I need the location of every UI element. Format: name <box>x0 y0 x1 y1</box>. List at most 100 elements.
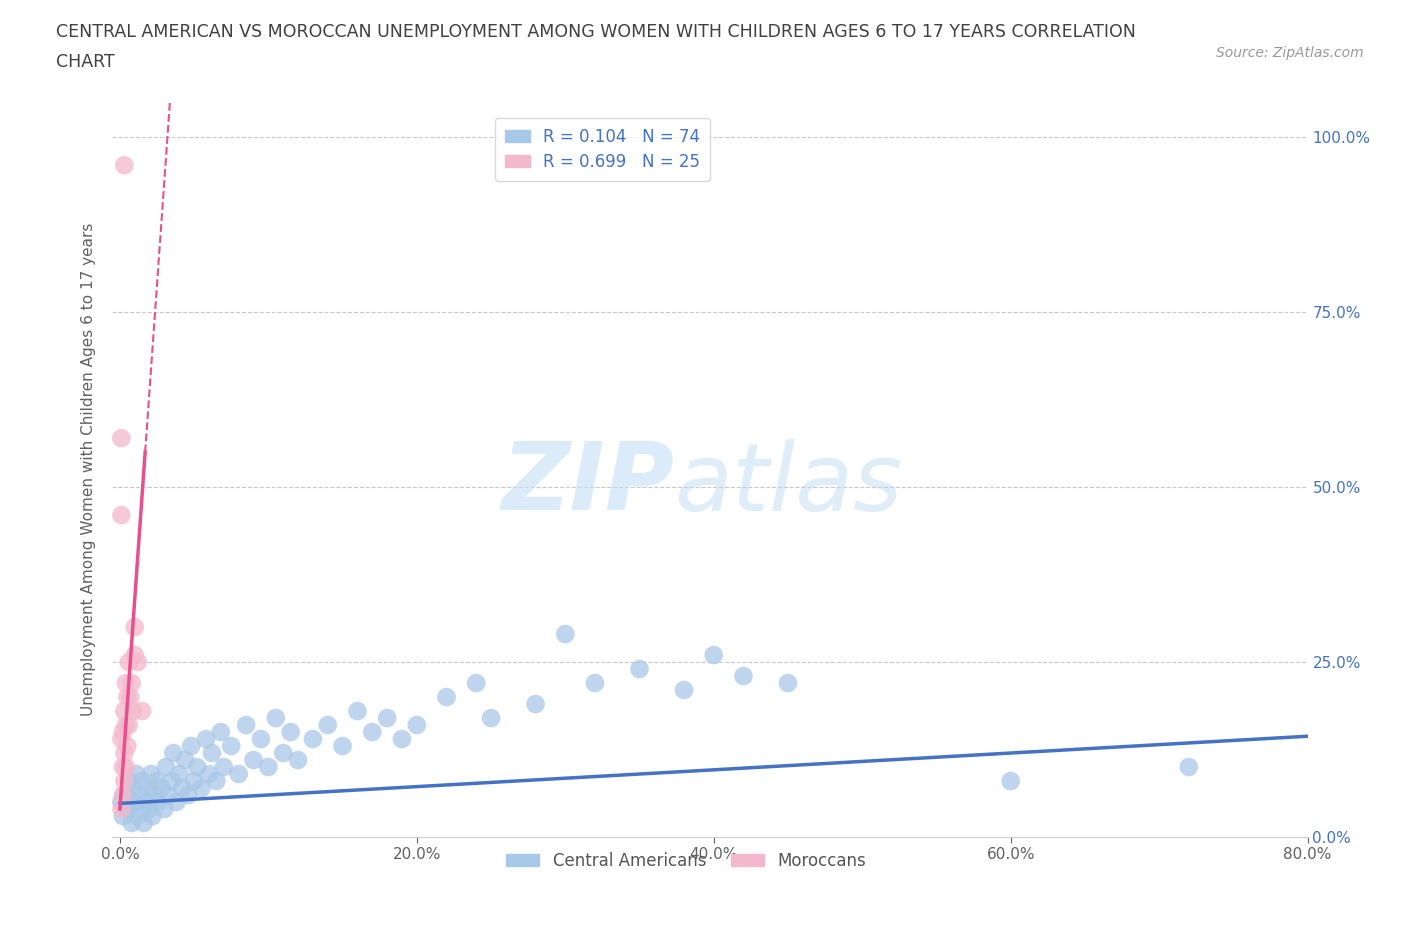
Point <box>1178 760 1201 775</box>
Point <box>190 780 212 795</box>
Point <box>142 808 165 823</box>
Point <box>115 760 138 775</box>
Point <box>148 794 170 809</box>
Point <box>219 738 242 753</box>
Point <box>128 788 150 803</box>
Point <box>135 794 157 809</box>
Point <box>628 661 651 676</box>
Point <box>250 732 273 747</box>
Point <box>110 794 132 809</box>
Point <box>112 704 135 719</box>
Point <box>201 746 224 761</box>
Point <box>554 627 576 642</box>
Point <box>131 774 153 789</box>
Point <box>302 732 325 747</box>
Point <box>124 647 146 662</box>
Text: CENTRAL AMERICAN VS MOROCCAN UNEMPLOYMENT AMONG WOMEN WITH CHILDREN AGES 6 TO 17: CENTRAL AMERICAN VS MOROCCAN UNEMPLOYMEN… <box>56 23 1136 41</box>
Point <box>117 802 139 817</box>
Point <box>235 718 257 733</box>
Point <box>127 655 149 670</box>
Point <box>198 766 221 781</box>
Point <box>111 724 134 739</box>
Point <box>391 732 413 747</box>
Point <box>111 788 134 803</box>
Point <box>112 746 135 761</box>
Point <box>271 746 294 761</box>
Text: CHART: CHART <box>56 53 115 71</box>
Point <box>112 158 135 173</box>
Point <box>346 704 368 719</box>
Point <box>172 780 194 795</box>
Point <box>405 718 427 733</box>
Point <box>110 508 132 523</box>
Point <box>118 718 141 733</box>
Point <box>120 690 142 705</box>
Point <box>138 802 160 817</box>
Point <box>703 647 725 662</box>
Point <box>131 704 153 719</box>
Point <box>375 711 398 725</box>
Text: ZIP: ZIP <box>502 438 675 530</box>
Legend: Central Americans, Moroccans: Central Americans, Moroccans <box>499 845 873 876</box>
Point <box>112 788 135 803</box>
Point <box>228 766 250 781</box>
Point <box>153 802 176 817</box>
Point <box>1000 774 1022 789</box>
Point <box>111 808 134 823</box>
Point <box>122 704 145 719</box>
Point <box>143 788 166 803</box>
Point <box>118 774 141 789</box>
Point <box>127 808 149 823</box>
Point <box>111 760 134 775</box>
Point <box>110 732 132 747</box>
Point <box>316 718 339 733</box>
Point <box>122 780 145 795</box>
Point <box>465 675 488 690</box>
Point <box>776 675 799 690</box>
Point <box>117 690 139 705</box>
Point <box>212 760 235 775</box>
Point <box>125 766 148 781</box>
Point <box>139 766 162 781</box>
Point <box>209 724 232 739</box>
Point <box>162 746 184 761</box>
Point <box>169 766 191 781</box>
Point <box>332 738 354 753</box>
Text: Source: ZipAtlas.com: Source: ZipAtlas.com <box>1216 46 1364 60</box>
Point <box>150 780 173 795</box>
Point <box>157 788 180 803</box>
Point <box>361 724 384 739</box>
Point <box>124 794 146 809</box>
Point <box>155 760 177 775</box>
Y-axis label: Unemployment Among Women with Children Ages 6 to 17 years: Unemployment Among Women with Children A… <box>80 223 96 716</box>
Point <box>165 794 187 809</box>
Point <box>160 774 183 789</box>
Point <box>124 619 146 634</box>
Point <box>146 774 169 789</box>
Point <box>733 669 755 684</box>
Point <box>121 816 143 830</box>
Point <box>117 738 139 753</box>
Point <box>195 732 218 747</box>
Point <box>110 802 132 817</box>
Point <box>242 752 264 767</box>
Point <box>136 780 159 795</box>
Point <box>287 752 309 767</box>
Point <box>436 690 458 705</box>
Point <box>264 711 287 725</box>
Point <box>110 431 132 445</box>
Point <box>129 802 152 817</box>
Point <box>186 760 208 775</box>
Point <box>257 760 280 775</box>
Point <box>583 675 606 690</box>
Point <box>112 774 135 789</box>
Point <box>673 683 696 698</box>
Point <box>183 774 205 789</box>
Point <box>115 675 138 690</box>
Text: atlas: atlas <box>675 439 903 530</box>
Point <box>280 724 302 739</box>
Point <box>115 718 138 733</box>
Point <box>132 816 155 830</box>
Point <box>174 752 197 767</box>
Point <box>479 711 502 725</box>
